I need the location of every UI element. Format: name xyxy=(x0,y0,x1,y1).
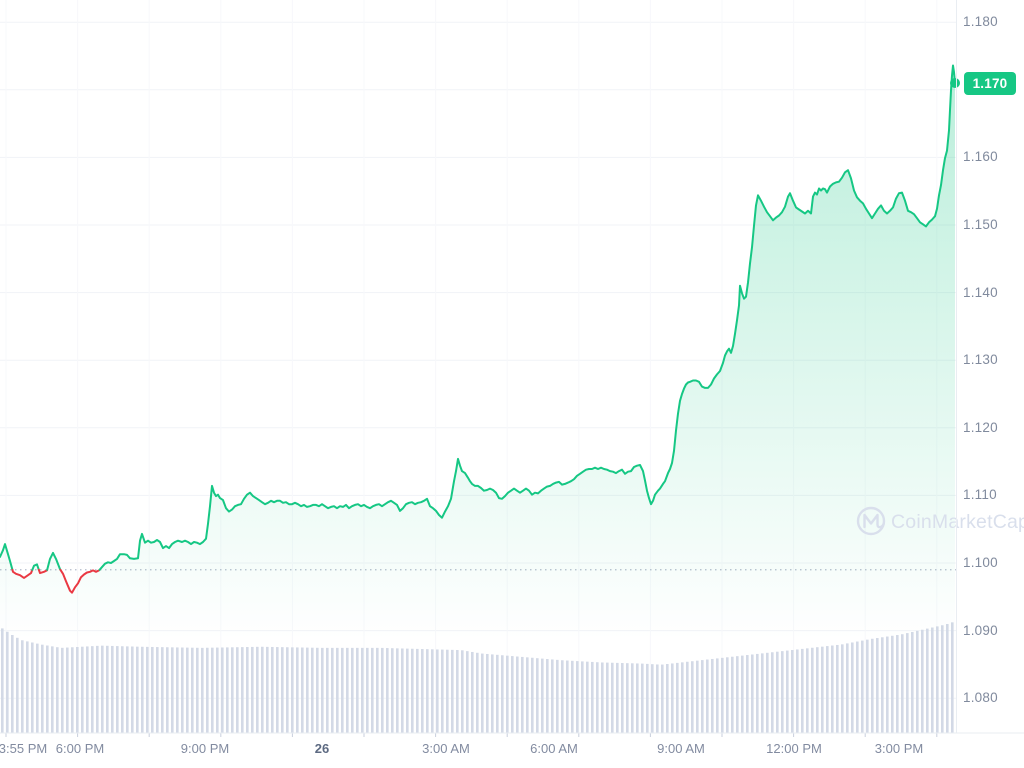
watermark-text: CoinMarketCap xyxy=(891,511,1024,533)
x-axis-label: 9:00 AM xyxy=(657,741,705,756)
y-axis-label: 1.120 xyxy=(963,419,998,435)
x-axis-label: 26 xyxy=(314,741,330,756)
x-axis-label: 3:00 PM xyxy=(874,741,924,756)
y-axis-label: 1.160 xyxy=(963,149,998,165)
current-price-dot xyxy=(950,78,960,88)
x-axis-label: 6:00 AM xyxy=(530,741,578,756)
y-axis-label: 1.090 xyxy=(963,622,998,638)
price-area-fill xyxy=(0,65,955,733)
coinmarketcap-watermark: CoinMarketCap xyxy=(856,506,1024,536)
x-axis-label: 6:00 PM xyxy=(55,741,105,756)
current-price-badge: 1.170 xyxy=(964,71,1016,95)
y-axis-label: 1.130 xyxy=(963,352,998,368)
y-axis-label: 1.110 xyxy=(963,487,997,503)
x-axis-label: 12:00 PM xyxy=(766,741,822,756)
x-axis-label: 3:00 AM xyxy=(422,741,470,756)
y-axis-label: 1.080 xyxy=(963,690,998,706)
x-axis-ticks xyxy=(5,733,938,737)
y-axis-label: 1.140 xyxy=(963,284,998,300)
y-axis-label: 1.100 xyxy=(963,555,998,570)
price-line xyxy=(0,64,956,594)
coinmarketcap-logo-icon xyxy=(856,506,886,536)
x-axis-label: 9:00 PM xyxy=(180,741,230,756)
y-axis-label: 1.180 xyxy=(963,14,998,30)
x-axis-label: 3:55 PM xyxy=(0,741,48,756)
y-axis-label: 1.150 xyxy=(963,217,998,232)
